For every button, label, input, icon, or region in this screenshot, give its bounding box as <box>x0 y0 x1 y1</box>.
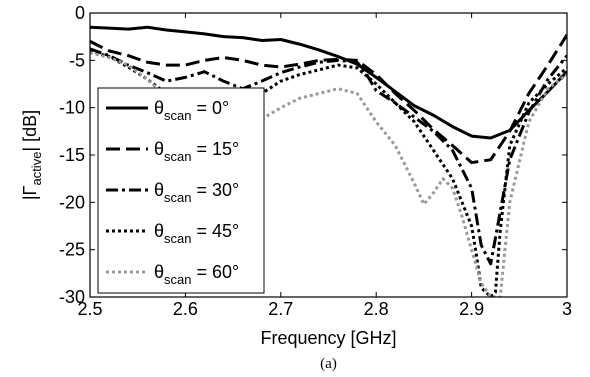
y-axis-title-main: |Γ <box>20 185 40 200</box>
legend-items: θscan = 0° θscan = 15° θscan = 30° θscan = … <box>106 98 239 287</box>
x-tick-label: 2.5 <box>77 299 102 319</box>
legend-label: θscan = 0° <box>154 98 229 123</box>
x-tick-label: 2.9 <box>459 299 484 319</box>
ticks-layer: 2.5 2.6 2.7 2.8 2.9 3 0 -5 -10 -15 -20 -25 -30 <box>59 3 572 319</box>
y-tick-label: -15 <box>59 145 85 165</box>
series-line-0 <box>90 25 567 140</box>
y-tick-label: -20 <box>59 192 85 212</box>
legend: θscan = 0° θscan = 15° θscan = 30° θscan = … <box>97 87 265 294</box>
legend-box <box>97 87 265 294</box>
x-tick-label: 2.7 <box>268 299 293 319</box>
figure-caption: (a) <box>320 356 337 372</box>
legend-item: θscan = 60° <box>106 262 239 287</box>
legend-item: θscan = 0° <box>106 98 229 123</box>
legend-label: θscan = 45° <box>154 221 239 246</box>
legend-item: θscan = 30° <box>106 180 239 205</box>
legend-label: θscan = 60° <box>154 262 239 287</box>
y-axis-title-subscript: active <box>29 152 44 186</box>
series-line-2 <box>90 47 567 266</box>
y-axis-title: |Γactive| [dB] <box>20 110 44 200</box>
x-tick-label: 2.6 <box>173 299 198 319</box>
y-tick-label: -10 <box>59 98 85 118</box>
y-axis-title-tail: | [dB] <box>20 110 40 152</box>
series-layer <box>90 25 567 297</box>
legend-label: θscan = 15° <box>154 139 239 164</box>
y-tick-label: 0 <box>75 3 85 23</box>
x-tick-label: 2.8 <box>364 299 389 319</box>
y-tick-label: -25 <box>59 240 85 260</box>
legend-item: θscan = 15° <box>106 139 239 164</box>
series-line-3 <box>90 49 567 297</box>
y-tick-label: -5 <box>69 50 85 70</box>
y-tick-label: -30 <box>59 287 85 307</box>
legend-item: θscan = 45° <box>106 221 239 246</box>
legend-label: θscan = 30° <box>154 180 239 205</box>
x-axis-title: Frequency [GHz] <box>260 328 396 348</box>
x-tick-label: 3 <box>562 299 572 319</box>
